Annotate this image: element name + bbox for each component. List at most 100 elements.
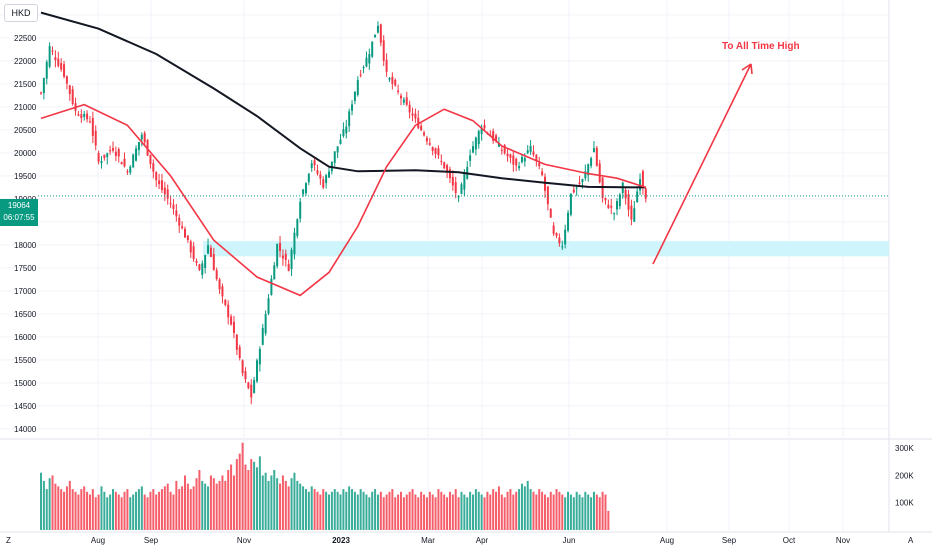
candle-body (178, 217, 181, 226)
volume-bar (474, 489, 477, 530)
volume-bar (368, 497, 371, 530)
auto-scale-button[interactable]: A (908, 536, 914, 545)
candle (567, 210, 570, 233)
volume-bar (40, 472, 42, 530)
candle-body (97, 153, 100, 162)
candle (382, 35, 385, 66)
volume-bar (238, 453, 241, 530)
volume-bar (201, 480, 204, 530)
volume-tick-label: 200K (895, 471, 914, 480)
candle (83, 110, 86, 121)
candle-body (244, 371, 247, 380)
candle (319, 170, 322, 185)
candle-body (103, 154, 106, 159)
volume-bar (212, 478, 215, 530)
volume-bar (293, 472, 296, 530)
candle (224, 299, 227, 307)
candle-body (256, 360, 258, 382)
candle (590, 156, 593, 169)
candle-body (88, 121, 91, 123)
volume-bar (135, 491, 138, 530)
volume-bar (388, 491, 391, 530)
candle-body (613, 213, 616, 215)
candle-body (207, 245, 210, 254)
candle-body (319, 174, 322, 179)
volume-bar (45, 489, 48, 530)
x-tick-label: Sep (722, 536, 737, 545)
volume-bar (405, 494, 408, 530)
candle (304, 182, 307, 196)
candle (189, 239, 192, 258)
y-tick-label: 14000 (14, 425, 37, 434)
candle-body (469, 155, 472, 161)
candle-body (604, 197, 607, 201)
candle (549, 208, 552, 218)
candle-body (63, 64, 66, 77)
ticker-label[interactable]: HKD (4, 4, 38, 22)
volume-bar (51, 475, 54, 530)
volume-bar (463, 494, 466, 530)
volume-bar (365, 494, 368, 530)
timezone-button[interactable]: Z (6, 536, 11, 545)
volume-bar (345, 491, 348, 530)
candle (198, 263, 201, 272)
candle-body (448, 169, 451, 179)
candle (109, 145, 112, 155)
candle (276, 243, 279, 269)
candle (434, 147, 437, 159)
candle (261, 323, 264, 346)
candle-body (192, 246, 195, 259)
candle (561, 240, 564, 250)
volume-bar (60, 489, 63, 530)
candle-body (270, 278, 273, 295)
candle (351, 100, 354, 116)
candle (333, 151, 336, 167)
candle-body (51, 50, 54, 52)
candle (443, 161, 446, 170)
volume-bar (592, 491, 595, 530)
candle-body (480, 127, 483, 135)
volume-bar (91, 489, 94, 530)
candle-body (351, 104, 354, 111)
candle (264, 310, 267, 336)
annotation-text[interactable]: To All Time High (722, 41, 800, 52)
volume-bar (448, 491, 451, 530)
candle-body (592, 148, 595, 153)
volume-bar (431, 494, 434, 530)
volume-bar (175, 480, 178, 530)
candle-body (584, 171, 587, 179)
candle-body (636, 191, 639, 203)
candle-body (518, 166, 521, 169)
volume-bar (330, 491, 333, 530)
candle-body (261, 327, 264, 345)
candle (166, 184, 169, 205)
candle-body (126, 171, 129, 173)
candle (77, 110, 80, 117)
volume-bar (65, 486, 68, 530)
ma-short-line (40, 103, 647, 297)
candle-body (400, 95, 402, 99)
candle (88, 116, 91, 124)
candle-body (567, 212, 570, 231)
candle-body (587, 164, 590, 176)
volume-bar (316, 491, 319, 530)
y-tick-label: 17500 (14, 264, 37, 273)
candle-body (374, 34, 377, 38)
y-tick-label: 21000 (14, 103, 37, 112)
candle (60, 58, 63, 72)
volume-bar (397, 494, 400, 530)
candle (391, 72, 394, 90)
candle (123, 152, 126, 168)
candle-body (129, 166, 132, 173)
x-tick-label: Oct (783, 536, 796, 545)
candle-body (581, 179, 584, 183)
volume-bar (428, 491, 431, 530)
candle (160, 173, 163, 193)
volume-bar (575, 491, 578, 530)
volume-bar (425, 497, 428, 530)
volume-bar (155, 494, 158, 530)
candle (42, 77, 45, 100)
candle-body (316, 170, 319, 174)
candle (353, 91, 356, 105)
volume-bar (221, 475, 224, 530)
